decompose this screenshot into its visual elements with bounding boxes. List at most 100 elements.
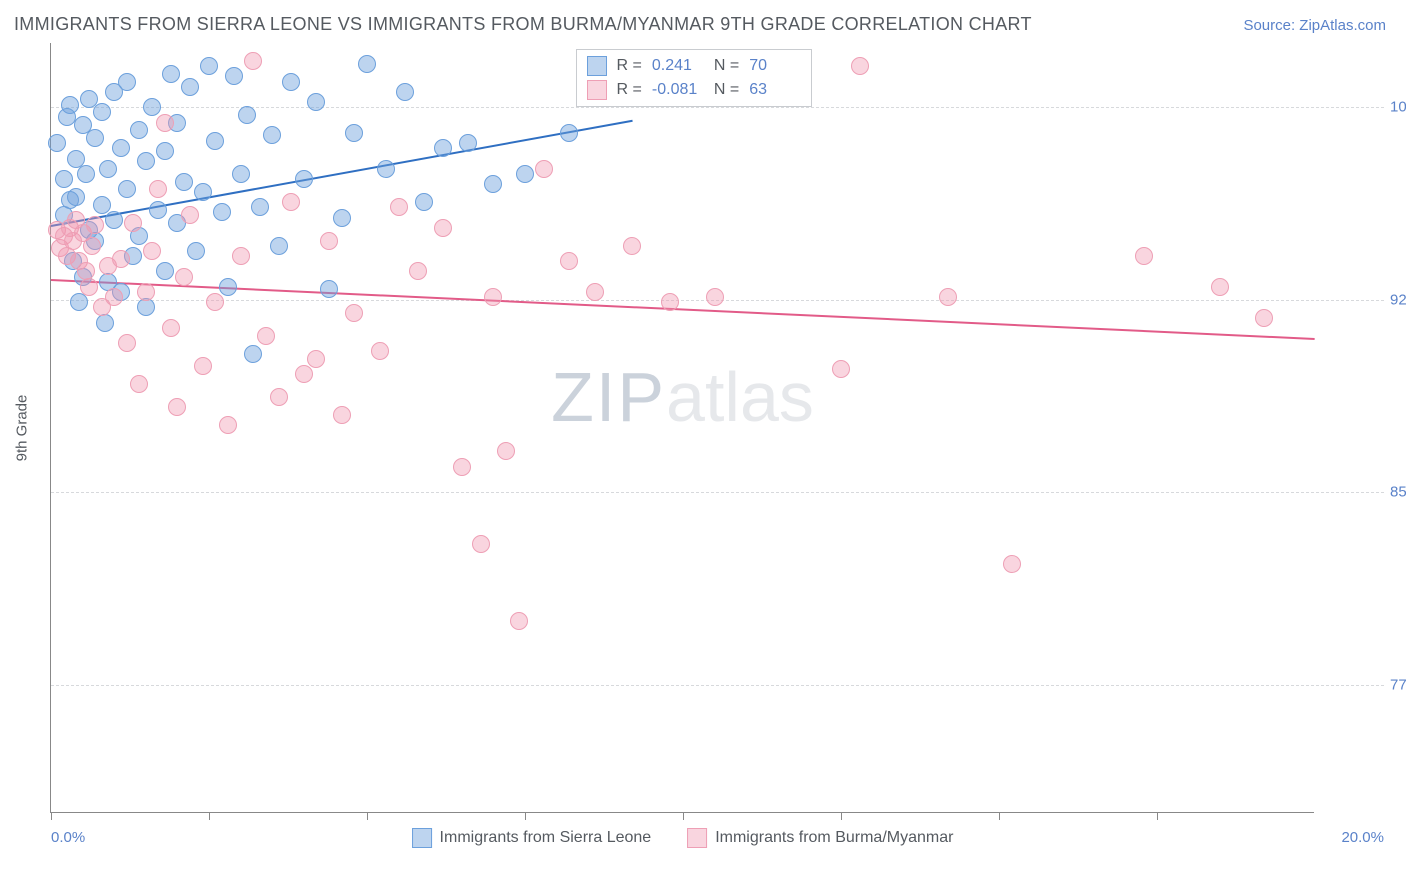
point-burma bbox=[168, 398, 186, 416]
point-burma bbox=[333, 406, 351, 424]
point-sierra_leone bbox=[560, 124, 578, 142]
x-tick bbox=[367, 812, 368, 820]
point-sierra_leone bbox=[263, 126, 281, 144]
point-burma bbox=[86, 216, 104, 234]
legend-label: Immigrants from Burma/Myanmar bbox=[715, 829, 953, 847]
stat-r-value: 0.241 bbox=[652, 57, 704, 75]
point-burma bbox=[105, 288, 123, 306]
point-sierra_leone bbox=[270, 237, 288, 255]
point-burma bbox=[124, 214, 142, 232]
stat-n-label: N = bbox=[714, 57, 739, 75]
x-tick bbox=[683, 812, 684, 820]
point-sierra_leone bbox=[61, 96, 79, 114]
point-burma bbox=[83, 237, 101, 255]
y-tick-label: 85.0% bbox=[1384, 484, 1406, 501]
x-label-min: 0.0% bbox=[51, 829, 85, 846]
point-sierra_leone bbox=[282, 73, 300, 91]
x-tick bbox=[51, 812, 52, 820]
point-burma bbox=[219, 416, 237, 434]
point-burma bbox=[586, 283, 604, 301]
point-burma bbox=[535, 160, 553, 178]
point-burma bbox=[851, 57, 869, 75]
point-sierra_leone bbox=[93, 196, 111, 214]
point-sierra_leone bbox=[484, 175, 502, 193]
point-sierra_leone bbox=[143, 98, 161, 116]
y-axis-label: 9th Grade bbox=[14, 395, 31, 462]
point-sierra_leone bbox=[130, 121, 148, 139]
stat-r-label: R = bbox=[617, 57, 642, 75]
point-burma bbox=[257, 327, 275, 345]
x-tick bbox=[525, 812, 526, 820]
point-burma bbox=[623, 237, 641, 255]
legend-item-sierra_leone: Immigrants from Sierra Leone bbox=[412, 828, 652, 848]
point-burma bbox=[453, 458, 471, 476]
gridline bbox=[51, 492, 1384, 493]
x-tick bbox=[209, 812, 210, 820]
point-burma bbox=[560, 252, 578, 270]
point-sierra_leone bbox=[137, 298, 155, 316]
point-burma bbox=[307, 350, 325, 368]
point-burma bbox=[270, 388, 288, 406]
point-burma bbox=[80, 278, 98, 296]
point-burma bbox=[472, 535, 490, 553]
point-sierra_leone bbox=[67, 188, 85, 206]
x-tick bbox=[841, 812, 842, 820]
x-tick bbox=[999, 812, 1000, 820]
point-burma bbox=[137, 283, 155, 301]
point-burma bbox=[1255, 309, 1273, 327]
stat-n-label: N = bbox=[714, 81, 739, 99]
point-burma bbox=[149, 180, 167, 198]
point-burma bbox=[706, 288, 724, 306]
y-tick-label: 77.5% bbox=[1384, 676, 1406, 693]
point-burma bbox=[1211, 278, 1229, 296]
point-burma bbox=[295, 365, 313, 383]
point-burma bbox=[434, 219, 452, 237]
point-sierra_leone bbox=[358, 55, 376, 73]
point-burma bbox=[1003, 555, 1021, 573]
swatch-icon bbox=[587, 56, 607, 76]
point-burma bbox=[1135, 247, 1153, 265]
point-burma bbox=[112, 250, 130, 268]
point-sierra_leone bbox=[345, 124, 363, 142]
point-sierra_leone bbox=[244, 345, 262, 363]
stat-n-value: 63 bbox=[749, 81, 801, 99]
watermark-atlas: atlas bbox=[666, 358, 814, 436]
point-sierra_leone bbox=[86, 129, 104, 147]
y-tick-label: 100.0% bbox=[1384, 99, 1406, 116]
plot-area: ZIPatlas 77.5%85.0%92.5%100.0%0.0%20.0%R… bbox=[50, 43, 1314, 813]
point-burma bbox=[484, 288, 502, 306]
source-label: Source: ZipAtlas.com bbox=[1243, 17, 1386, 34]
point-burma bbox=[371, 342, 389, 360]
point-sierra_leone bbox=[187, 242, 205, 260]
point-sierra_leone bbox=[206, 132, 224, 150]
point-sierra_leone bbox=[238, 106, 256, 124]
point-sierra_leone bbox=[396, 83, 414, 101]
point-sierra_leone bbox=[295, 170, 313, 188]
point-burma bbox=[497, 442, 515, 460]
point-burma bbox=[409, 262, 427, 280]
point-sierra_leone bbox=[156, 262, 174, 280]
swatch-icon bbox=[412, 828, 432, 848]
chart-container: 9th Grade ZIPatlas 77.5%85.0%92.5%100.0%… bbox=[50, 43, 1406, 813]
bottom-legend: Immigrants from Sierra Leone Immigrants f… bbox=[412, 828, 954, 848]
legend-label: Immigrants from Sierra Leone bbox=[440, 829, 652, 847]
point-sierra_leone bbox=[105, 211, 123, 229]
point-burma bbox=[939, 288, 957, 306]
point-sierra_leone bbox=[232, 165, 250, 183]
stat-n-value: 70 bbox=[749, 57, 801, 75]
y-tick-label: 92.5% bbox=[1384, 291, 1406, 308]
point-burma bbox=[390, 198, 408, 216]
stat-r-value: -0.081 bbox=[652, 81, 704, 99]
point-sierra_leone bbox=[251, 198, 269, 216]
point-sierra_leone bbox=[96, 314, 114, 332]
legend-item-burma: Immigrants from Burma/Myanmar bbox=[687, 828, 953, 848]
stat-row-burma: R = -0.081N = 63 bbox=[587, 78, 802, 102]
point-burma bbox=[175, 268, 193, 286]
swatch-icon bbox=[587, 80, 607, 100]
point-sierra_leone bbox=[48, 134, 66, 152]
point-sierra_leone bbox=[112, 139, 130, 157]
x-label-max: 20.0% bbox=[1341, 829, 1384, 846]
point-sierra_leone bbox=[320, 280, 338, 298]
point-sierra_leone bbox=[459, 134, 477, 152]
point-burma bbox=[232, 247, 250, 265]
